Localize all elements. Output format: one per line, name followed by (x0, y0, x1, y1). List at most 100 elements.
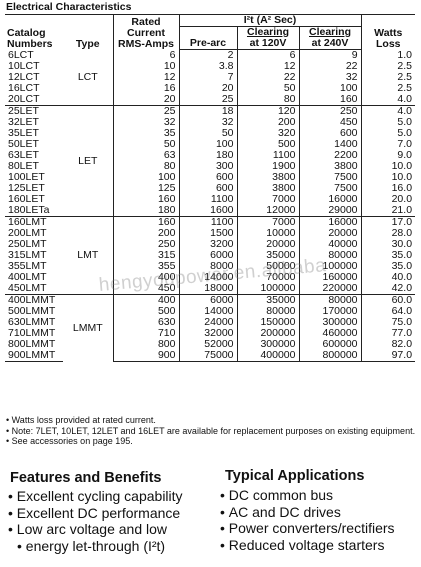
cell-rated-current: 200 (112, 228, 179, 239)
cell-prearc: 7 (178, 72, 237, 83)
cell-catalog-number: 710LMMT (8, 327, 56, 339)
cell-clearing-120v: 35000 (236, 294, 299, 306)
cell-prearc: 14000 (178, 272, 237, 283)
table-body: 6LCT LCT 6 2 6 9 1.0 10LCT 10 3.8 12 22 2.5 12LCT 12 7 2… (5, 49, 416, 362)
cell-clearing-240v: 9 (298, 49, 362, 61)
cell-clearing-120v: 10000 (236, 228, 299, 239)
table-row: 32LET 32 32 200 450 5.0 (5, 117, 416, 128)
cell-watts-loss: 2.5 (360, 61, 416, 72)
cell-catalog-number: 250LMT (8, 238, 47, 250)
cell-clearing-120v: 320 (236, 128, 299, 139)
cell-rated-current: 160 (112, 194, 179, 205)
cell-rated-current: 100 (112, 172, 179, 183)
cell-clearing-240v: 250 (298, 105, 362, 117)
cell-type: LMT (63, 216, 113, 295)
table-row: 180LETa 180 1600 12000 29000 21.0 (5, 204, 416, 217)
cell-rated-current: 630 (112, 317, 179, 328)
cell-catalog-number: 160LMT (5, 216, 63, 228)
cell-prearc: 20 (178, 83, 237, 94)
cell-clearing-240v: 40000 (298, 239, 362, 250)
page-title: Electrical Characteristics (6, 1, 132, 13)
footnote: • See accessories on page 195. (6, 436, 133, 446)
table-row: 50LET 50 100 500 1400 7.0 (5, 139, 416, 150)
cell-clearing-240v: 32 (298, 72, 362, 83)
header-clearing-120v: Clearing at 120V (236, 26, 299, 50)
cell-catalog-number: 355LMT (8, 260, 47, 272)
cell-prearc: 32 (178, 117, 237, 128)
cell-prearc: 14000 (178, 306, 237, 317)
cell-rated-current: 400 (112, 272, 179, 283)
cell-clearing-240v: 7500 (298, 183, 362, 194)
list-item: Low arc voltage and low (8, 521, 183, 538)
cell-prearc: 18 (178, 105, 237, 117)
cell-clearing-240v: 220000 (298, 283, 362, 295)
cell-rated-current: 500 (112, 306, 179, 317)
cell-clearing-120v: 80 (236, 94, 299, 106)
cell-rated-current: 400 (112, 294, 179, 306)
footnotes: • Watts loss provided at rated current. … (6, 415, 416, 447)
cell-watts-loss: 7.0 (360, 139, 416, 150)
cell-rated-current: 10 (112, 61, 179, 72)
cell-clearing-240v: 20000 (298, 228, 362, 239)
cell-watts-loss: 28.0 (360, 228, 416, 239)
cell-catalog-number: 900LMMT (5, 350, 63, 362)
cell-prearc: 600 (178, 172, 237, 183)
cell-prearc: 100 (178, 139, 237, 150)
cell-clearing-120v: 300000 (236, 339, 299, 350)
cell-rated-current: 32 (112, 117, 179, 128)
table-row: 800LMMT 800 52000 300000 600000 82.0 (5, 339, 416, 350)
cell-catalog-number: 125LET (8, 182, 45, 194)
list-item: Excellent cycling capability (8, 488, 183, 505)
cell-clearing-120v: 200000 (236, 328, 299, 339)
cell-clearing-240v: 160000 (298, 272, 362, 283)
cell-clearing-120v: 70000 (236, 272, 299, 283)
cell-watts-loss: 16.0 (360, 183, 416, 194)
header-type: Type (63, 14, 113, 50)
cell-rated-current: 25 (112, 105, 179, 117)
applications-heading: Typical Applications (225, 468, 365, 484)
cell-prearc: 1600 (178, 205, 237, 217)
cell-watts-loss: 35.0 (360, 250, 416, 261)
footnote: • Note: 7LET, 10LET, 12LET and 16LET are… (6, 425, 416, 436)
cell-prearc: 6000 (178, 294, 237, 306)
list-item: Reduced voltage starters (220, 537, 395, 554)
cell-clearing-240v: 16000 (298, 194, 362, 205)
header-prearc: Pre-arc (178, 26, 237, 50)
cell-watts-loss: 42.0 (360, 283, 416, 295)
table-row: 900LMMT 900 75000 400000 800000 97.0 (5, 350, 416, 362)
electrical-characteristics-table: Catalog Numbers Type Rated Current RMS-Amps… (5, 14, 416, 362)
cell-catalog-number: 500LMMT (8, 305, 56, 317)
cell-watts-loss: 35.0 (360, 261, 416, 272)
cell-rated-current: 160 (112, 216, 179, 228)
cell-prearc: 24000 (178, 317, 237, 328)
cell-clearing-120v: 1100 (236, 150, 299, 161)
cell-watts-loss: 17.0 (360, 216, 416, 228)
cell-watts-loss: 77.0 (360, 328, 416, 339)
cell-catalog-number: 450LMT (8, 282, 47, 294)
header-watts-loss: Watts Loss (360, 14, 416, 50)
cell-watts-loss: 82.0 (360, 339, 416, 350)
cell-catalog-number: 20LCT (8, 93, 40, 105)
cell-prearc: 52000 (178, 339, 237, 350)
cell-rated-current: 12 (112, 72, 179, 83)
cell-catalog-number: 180LETa (8, 204, 50, 216)
cell-watts-loss: 2.5 (360, 72, 416, 83)
cell-catalog-number: 63LET (8, 149, 39, 161)
cell-watts-loss: 30.0 (360, 239, 416, 250)
cell-clearing-240v: 600 (298, 128, 362, 139)
cell-clearing-120v: 20000 (236, 239, 299, 250)
cell-watts-loss: 5.0 (360, 128, 416, 139)
cell-clearing-120v: 80000 (236, 306, 299, 317)
cell-catalog-number: 200LMT (8, 227, 47, 239)
table-row: 450LMT 450 18000 100000 220000 42.0 (5, 282, 416, 295)
cell-catalog-number: 100LET (8, 171, 45, 183)
cell-clearing-240v: 160 (298, 94, 362, 106)
cell-watts-loss: 10.0 (360, 172, 416, 183)
cell-prearc: 1100 (178, 194, 237, 205)
table-row: 710LMMT 710 32000 200000 460000 77.0 (5, 327, 416, 339)
table-row: 400LMMT LMMT 400 6000 35000 80000 60.0 (5, 294, 416, 362)
cell-rated-current: 125 (112, 183, 179, 194)
cell-clearing-120v: 200 (236, 117, 299, 128)
cell-clearing-240v: 450 (298, 117, 362, 128)
cell-clearing-120v: 6 (236, 49, 299, 61)
